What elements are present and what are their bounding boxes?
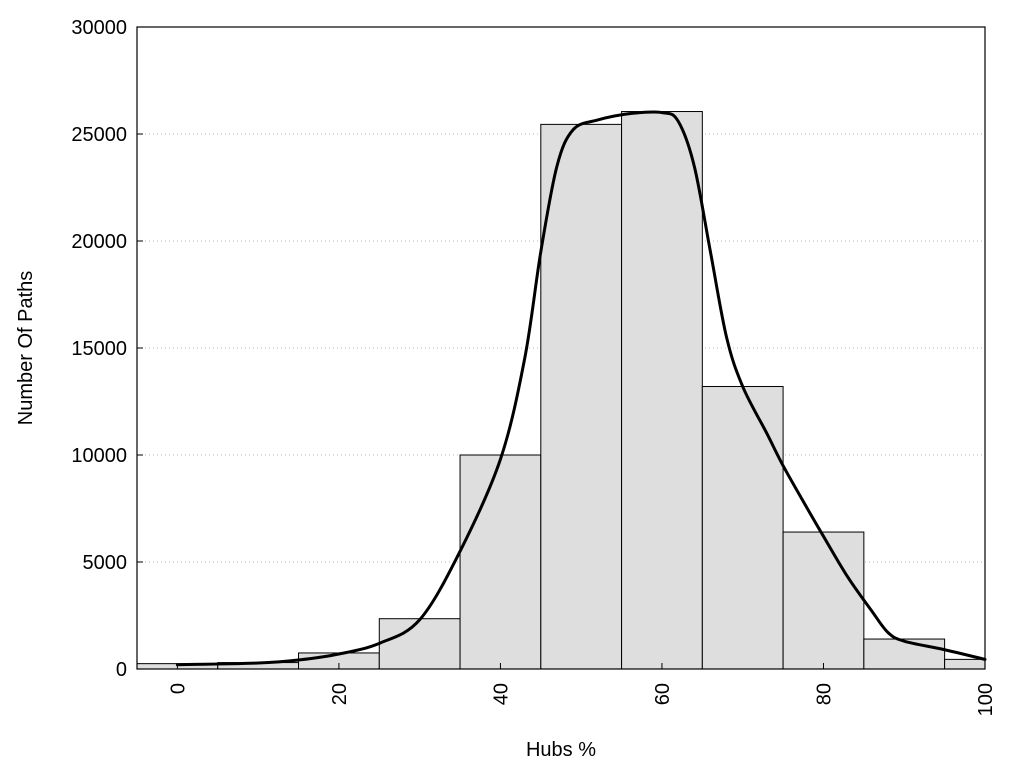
y-tick-label-15000: 15000 (71, 338, 127, 360)
x-axis-ticks: 0 20 40 60 80 100 (167, 663, 997, 716)
x-tick-label-0: 0 (167, 683, 189, 694)
y-tick-label-0: 0 (116, 659, 127, 681)
y-tick-label-10000: 10000 (71, 445, 127, 467)
y-tick-label-25000: 25000 (71, 124, 127, 146)
y-tick-label-30000: 30000 (71, 17, 127, 39)
density-curve (175, 110, 987, 667)
y-tick-label-5000: 5000 (83, 552, 128, 574)
x-tick-label-60: 60 (652, 683, 674, 705)
bar-100 (944, 658, 986, 670)
y-axis-title: Number Of Paths (15, 271, 37, 426)
x-tick-label-40: 40 (490, 683, 512, 705)
x-tick-label-80: 80 (813, 683, 835, 705)
y-axis-ticks: 0 5000 10000 15000 20000 25000 30000 (71, 17, 143, 681)
density-curve-layer (175, 110, 987, 667)
bar-90 (863, 638, 946, 670)
histogram-bars (136, 111, 986, 670)
bar-80 (782, 531, 865, 670)
x-tick-label-20: 20 (329, 683, 351, 705)
x-tick-label-100: 100 (975, 683, 997, 716)
bar-30 (378, 618, 461, 670)
bar-70 (701, 386, 784, 670)
x-axis-title: Hubs % (526, 739, 596, 761)
bar-50 (540, 123, 623, 670)
y-tick-label-20000: 20000 (71, 231, 127, 253)
bar-60 (621, 111, 703, 670)
bar-40 (459, 454, 542, 670)
